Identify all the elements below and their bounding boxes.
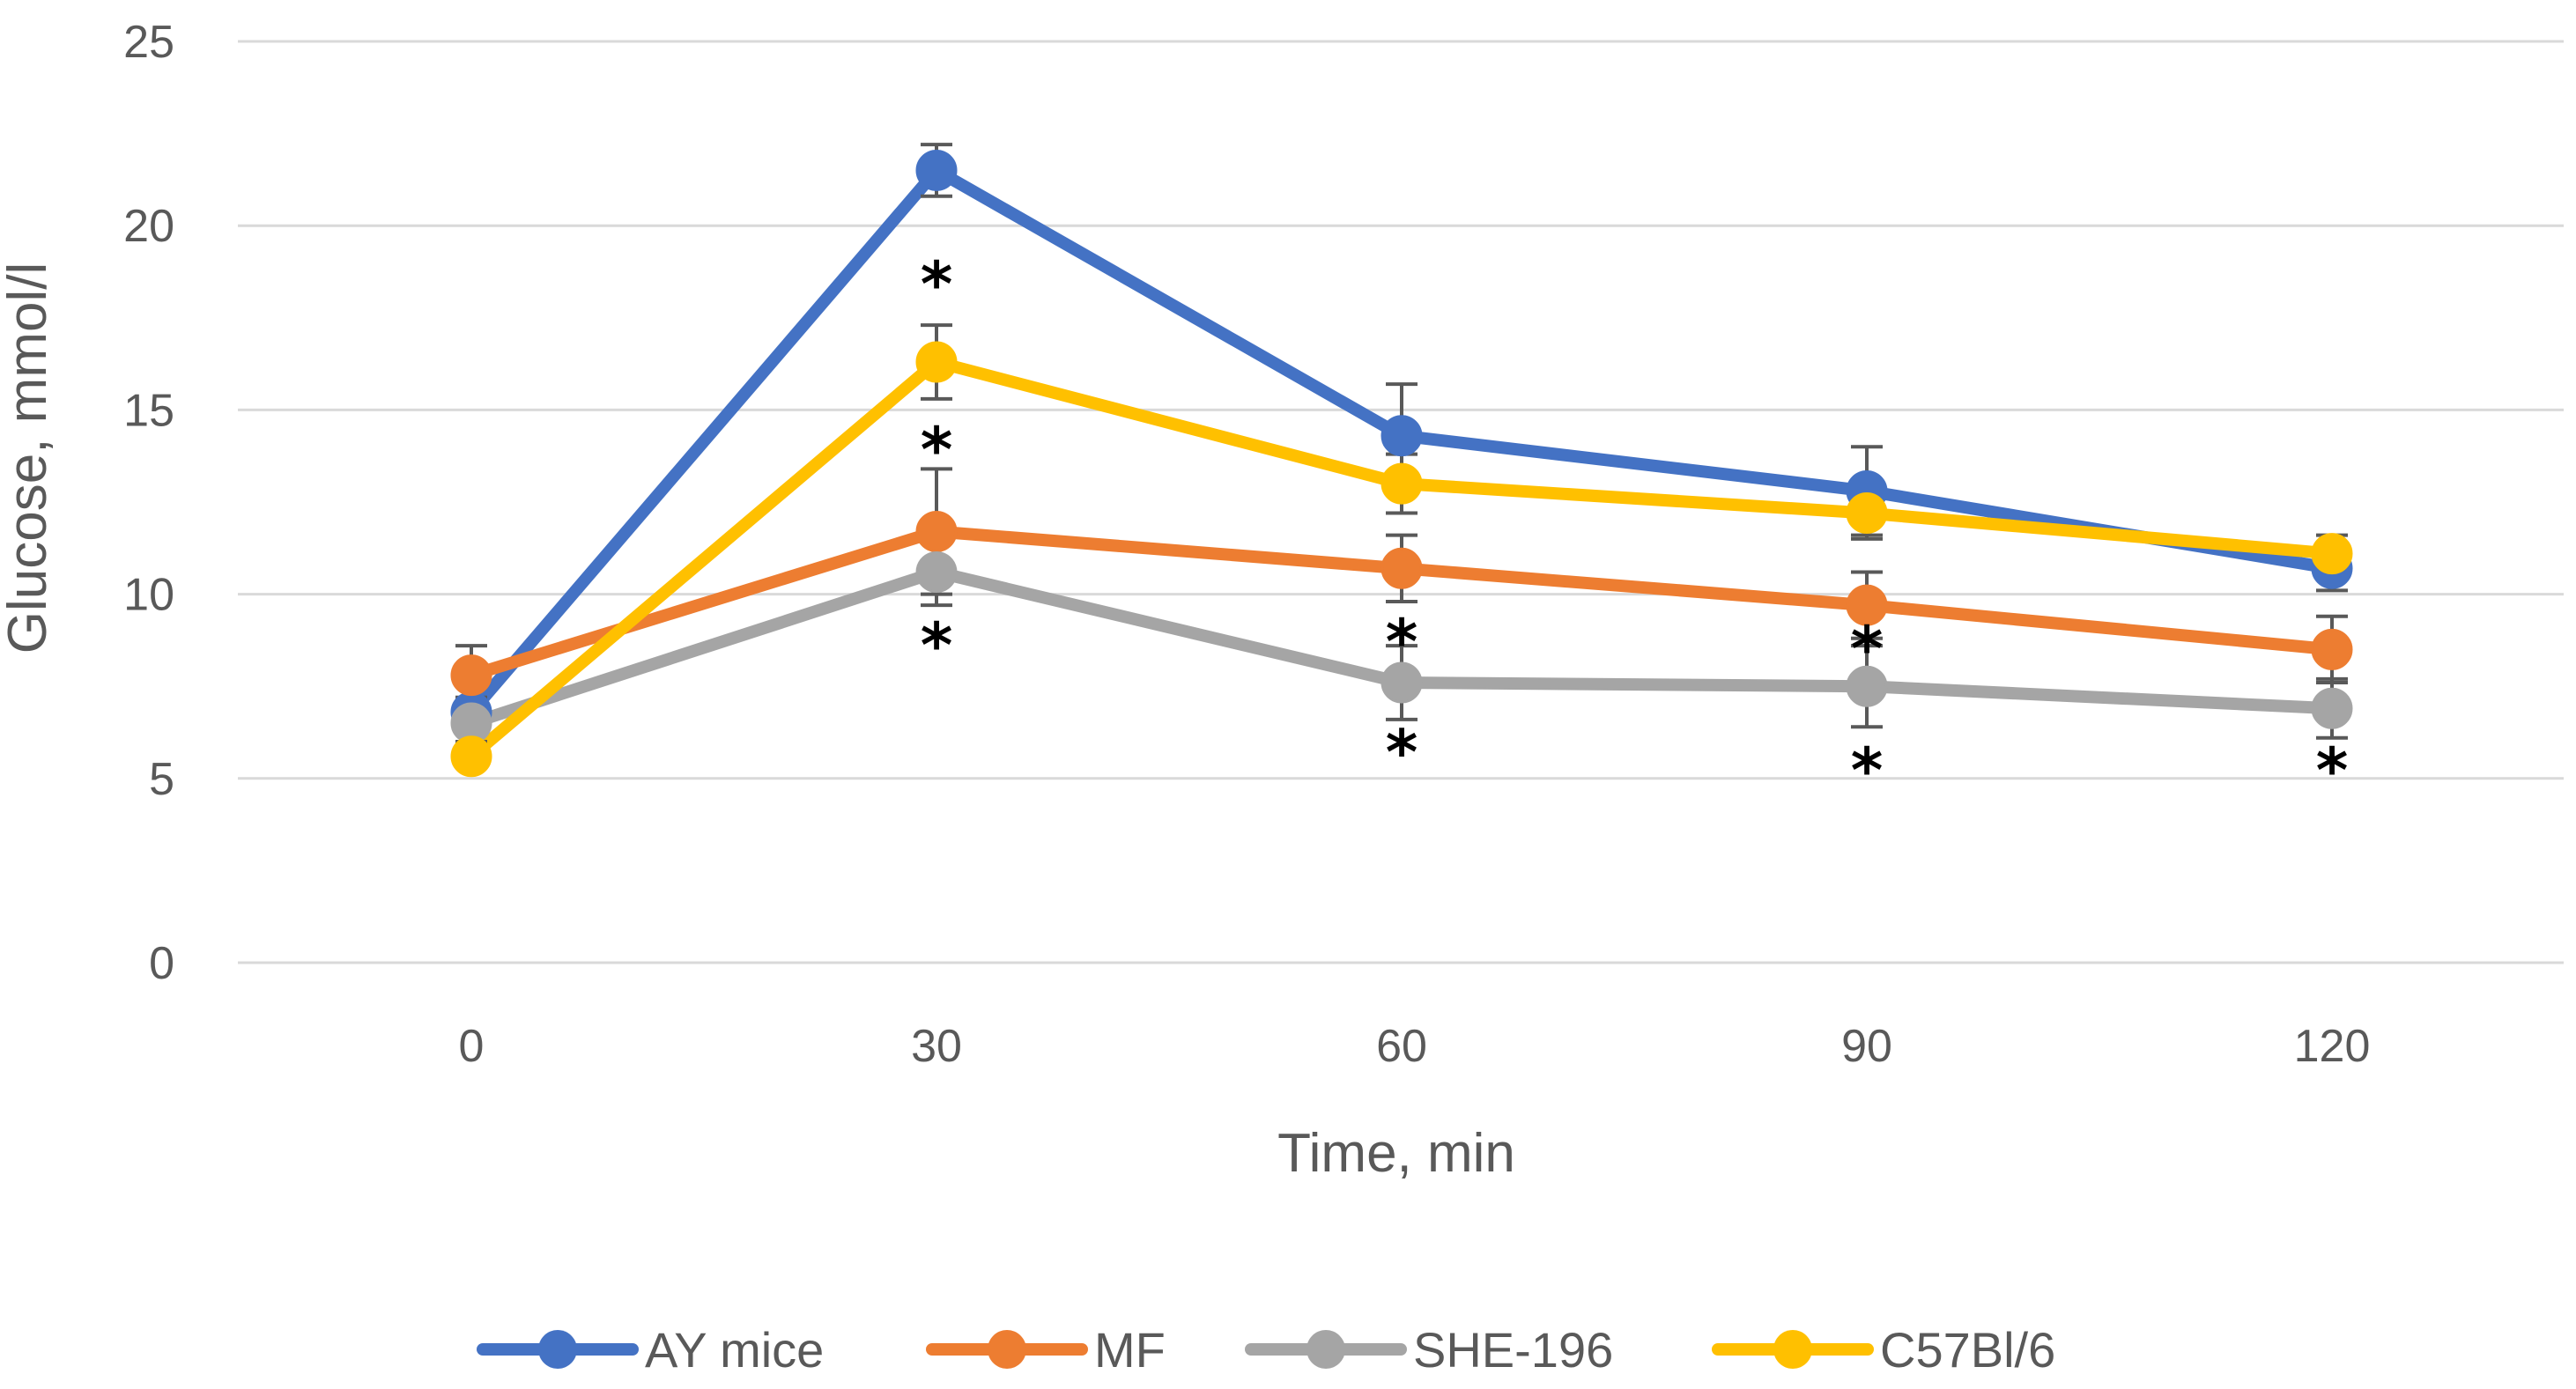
significance-asterisk-6: * — [1851, 735, 1884, 807]
y-tick-label-10: 10 — [123, 570, 174, 621]
marker-ay-mice-60 — [1381, 415, 1423, 457]
x-axis-ticks: 0 30 60 90 120 — [459, 1021, 2371, 1072]
legend-marker-ay-mice — [538, 1330, 577, 1369]
marker-c57bl-6-120 — [2311, 533, 2353, 575]
marker-mf-60 — [1381, 547, 1423, 589]
significance-asterisk-5: * — [1851, 613, 1884, 685]
marker-c57bl-6-60 — [1381, 462, 1423, 505]
x-axis-title: Time, min — [1277, 1123, 1515, 1184]
x-tick-label-120: 120 — [2294, 1021, 2371, 1072]
marker-c57bl-6-30 — [915, 341, 958, 383]
y-tick-label-25: 25 — [123, 17, 174, 68]
marker-she-196-60 — [1381, 661, 1423, 704]
significance-asterisk-4: * — [1386, 716, 1418, 788]
y-tick-label-5: 5 — [149, 754, 174, 805]
y-axis-ticks: 0 5 10 15 20 25 — [123, 17, 174, 989]
significance-asterisk-0: * — [921, 248, 953, 321]
x-tick-label-30: 30 — [911, 1021, 962, 1072]
significance-asterisk-2: * — [921, 610, 953, 682]
significance-asterisk-3: * — [1386, 606, 1418, 678]
y-tick-label-20: 20 — [123, 201, 174, 252]
legend-label-c57bl-6: C57Bl/6 — [1880, 1322, 2055, 1378]
marker-she-196-90 — [1846, 665, 1888, 707]
legend-marker-mf — [988, 1330, 1026, 1369]
y-tick-label-15: 15 — [123, 385, 174, 436]
legend-label-mf: MF — [1094, 1322, 1166, 1378]
marker-she-196-30 — [915, 550, 958, 593]
legend-marker-c57bl-6 — [1773, 1330, 1812, 1369]
significance-asterisk-1: * — [921, 414, 953, 486]
legend-label-she-196: SHE-196 — [1413, 1322, 1613, 1378]
x-tick-label-60: 60 — [1376, 1021, 1427, 1072]
y-axis-title: Glucose, mmol/l — [0, 262, 58, 654]
marker-ay-mice-30 — [915, 149, 958, 191]
marker-mf-120 — [2311, 628, 2353, 670]
y-tick-label-0: 0 — [149, 938, 174, 989]
significance-asterisk-7: * — [2316, 735, 2349, 807]
marker-mf-0 — [450, 654, 492, 697]
series-markers — [450, 149, 2353, 778]
marker-c57bl-6-90 — [1846, 492, 1888, 535]
significance-annotations: * * * * * * * * — [921, 248, 2349, 807]
marker-she-196-120 — [2311, 687, 2353, 729]
x-tick-label-90: 90 — [1841, 1021, 1892, 1072]
legend-marker-she-196 — [1307, 1330, 1345, 1369]
marker-c57bl-6-0 — [450, 735, 492, 778]
marker-mf-90 — [1846, 584, 1888, 626]
legend-label-ay-mice: AY mice — [645, 1322, 824, 1378]
legend: AY mice MF SHE-196 C57Bl/6 — [477, 1322, 2055, 1378]
x-tick-label-0: 0 — [459, 1021, 485, 1072]
marker-mf-30 — [915, 510, 958, 552]
